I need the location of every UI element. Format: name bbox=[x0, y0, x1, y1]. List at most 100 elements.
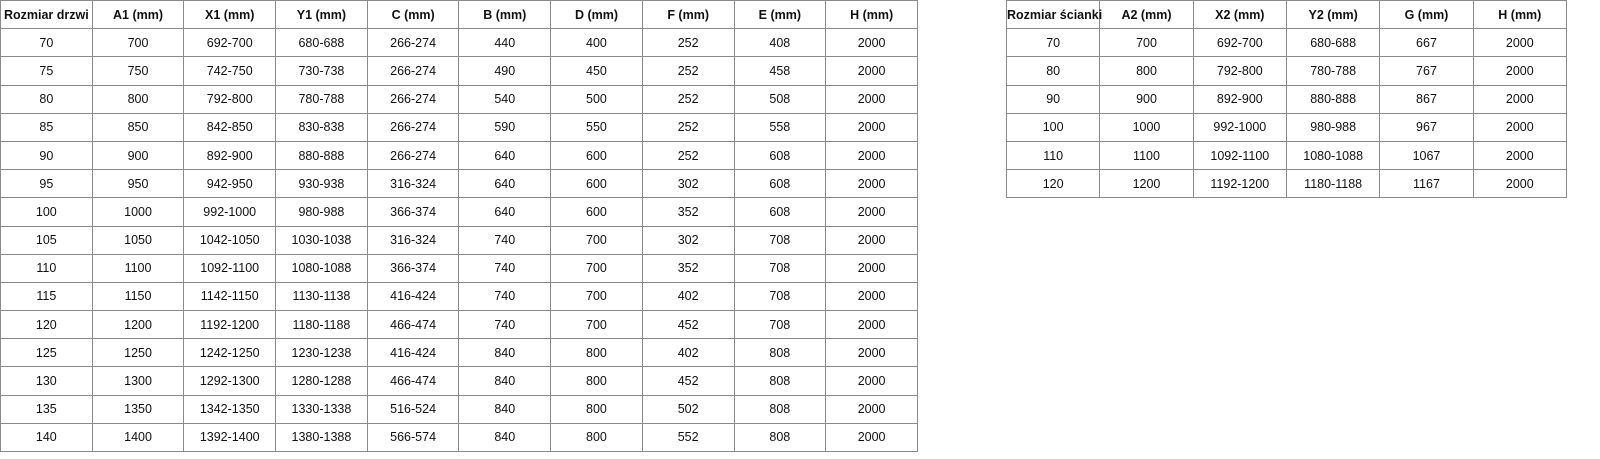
table-cell: 708 bbox=[733, 225, 827, 255]
table-cell: 640 bbox=[458, 169, 552, 199]
table-cell: 800 bbox=[550, 366, 643, 396]
table-cell: 450 bbox=[550, 56, 643, 86]
column-header: G (mm) bbox=[1379, 0, 1474, 30]
table-cell: 792-800 bbox=[183, 84, 277, 114]
table-cell: 1067 bbox=[1379, 140, 1474, 171]
table-cell: 900 bbox=[1099, 84, 1194, 114]
table-cell: 302 bbox=[641, 225, 735, 255]
table-cell: 110 bbox=[1005, 140, 1101, 171]
table-cell: 2000 bbox=[825, 253, 918, 283]
table-cell: 1167 bbox=[1379, 169, 1474, 199]
table-cell: 115 bbox=[0, 281, 93, 312]
table-cell: 740 bbox=[458, 310, 552, 340]
table-cell: 692-700 bbox=[1192, 28, 1287, 58]
table-cell: 490 bbox=[458, 56, 552, 86]
table-cell: 266-274 bbox=[366, 28, 460, 58]
table-cell: 708 bbox=[733, 310, 827, 340]
column-header: Y2 (mm) bbox=[1285, 0, 1381, 30]
table-cell: 780-788 bbox=[275, 84, 368, 114]
door-dimensions-table: Rozmiar drzwi A1 (mm) X1 (mm) Y1 (mm) C (mm)… bbox=[0, 0, 918, 453]
table-cell: 402 bbox=[641, 338, 735, 368]
table-cell: 2000 bbox=[825, 56, 918, 86]
table-row: 120 1200 1192-1200 1180-1188 466-474 740 700 45… bbox=[0, 310, 918, 340]
table-cell: 600 bbox=[550, 169, 643, 199]
table-row: 140 1400 1392-1400 1380-1388 566-574 840 800 55… bbox=[0, 422, 918, 453]
table-cell: 500 bbox=[550, 84, 643, 114]
table-cell: 135 bbox=[0, 394, 93, 424]
table-cell: 1242-1250 bbox=[183, 338, 277, 368]
table-row: 70 700 692-700 680-688 266-274 440 400 252 408 20… bbox=[0, 28, 918, 58]
table-cell: 1050 bbox=[91, 225, 185, 255]
table-cell: 808 bbox=[733, 422, 827, 453]
table-cell: 1230-1238 bbox=[275, 338, 368, 368]
table-row: 70 700 692-700 680-688 667 2000 bbox=[1005, 28, 1568, 58]
table-cell: 742-750 bbox=[183, 56, 277, 86]
table-cell: 1100 bbox=[91, 253, 185, 283]
table-cell: 1180-1188 bbox=[275, 310, 368, 340]
table-row: 100 1000 992-1000 980-988 366-374 640 600 352 60… bbox=[0, 197, 918, 227]
table-cell: 930-938 bbox=[275, 169, 368, 199]
table-cell: 700 bbox=[550, 281, 643, 312]
table-cell: 516-524 bbox=[366, 394, 460, 424]
table-cell: 840 bbox=[458, 422, 552, 453]
table-row: 80 800 792-800 780-788 767 2000 bbox=[1005, 56, 1568, 86]
table-cell: 740 bbox=[458, 225, 552, 255]
table-cell: 252 bbox=[641, 28, 735, 58]
table-cell: 130 bbox=[0, 366, 93, 396]
table-row: 125 1250 1242-1250 1230-1238 416-424 840 800 40… bbox=[0, 338, 918, 368]
table-row: 115 1150 1142-1150 1130-1138 416-424 740 700 40… bbox=[0, 281, 918, 312]
table-cell: 1192-1200 bbox=[183, 310, 277, 340]
table-row: 95 950 942-950 930-938 316-324 640 600 302 608 20… bbox=[0, 169, 918, 199]
table-cell: 2000 bbox=[825, 225, 918, 255]
table-cell: 900 bbox=[91, 140, 185, 171]
table-cell: 125 bbox=[0, 338, 93, 368]
table-cell: 992-1000 bbox=[1192, 112, 1287, 142]
header-row: Rozmiar drzwi A1 (mm) X1 (mm) Y1 (mm) C (mm)… bbox=[0, 0, 918, 30]
table-cell: 1100 bbox=[1099, 140, 1194, 171]
table-cell: 1380-1388 bbox=[275, 422, 368, 453]
column-header: H (mm) bbox=[1472, 0, 1568, 30]
table-cell: 2000 bbox=[825, 169, 918, 199]
table-cell: 252 bbox=[641, 56, 735, 86]
table-cell: 780-788 bbox=[1285, 56, 1381, 86]
table-cell: 316-324 bbox=[366, 169, 460, 199]
column-header: C (mm) bbox=[366, 0, 460, 30]
table-row: 75 750 742-750 730-738 266-274 490 450 252 458 20… bbox=[0, 56, 918, 86]
table-cell: 840 bbox=[458, 394, 552, 424]
table-row: 110 1100 1092-1100 1080-1088 366-374 740 700 35… bbox=[0, 253, 918, 283]
table-cell: 1192-1200 bbox=[1192, 169, 1287, 199]
table-cell: 2000 bbox=[825, 422, 918, 453]
table-cell: 800 bbox=[550, 338, 643, 368]
table-cell: 90 bbox=[1005, 84, 1101, 114]
table-cell: 708 bbox=[733, 281, 827, 312]
table-cell: 792-800 bbox=[1192, 56, 1287, 86]
table-cell: 1392-1400 bbox=[183, 422, 277, 453]
table-row: 100 1000 992-1000 980-988 967 2000 bbox=[1005, 112, 1568, 142]
table-cell: 1150 bbox=[91, 281, 185, 312]
table-cell: 850 bbox=[91, 112, 185, 142]
table-cell: 140 bbox=[0, 422, 93, 453]
table-cell: 266-274 bbox=[366, 56, 460, 86]
table-cell: 266-274 bbox=[366, 84, 460, 114]
table-cell: 458 bbox=[733, 56, 827, 86]
table-cell: 1130-1138 bbox=[275, 281, 368, 312]
table-cell: 75 bbox=[0, 56, 93, 86]
table-cell: 700 bbox=[550, 253, 643, 283]
table-cell: 840 bbox=[458, 366, 552, 396]
table-cell: 808 bbox=[733, 394, 827, 424]
table-cell: 540 bbox=[458, 84, 552, 114]
column-header: F (mm) bbox=[641, 0, 735, 30]
table-cell: 892-900 bbox=[1192, 84, 1287, 114]
table-cell: 880-888 bbox=[275, 140, 368, 171]
column-header: Rozmiar drzwi bbox=[0, 0, 93, 30]
table-cell: 680-688 bbox=[275, 28, 368, 58]
table-cell: 120 bbox=[0, 310, 93, 340]
table-cell: 402 bbox=[641, 281, 735, 312]
table-cell: 1292-1300 bbox=[183, 366, 277, 396]
table-cell: 2000 bbox=[825, 140, 918, 171]
table-cell: 80 bbox=[0, 84, 93, 114]
table-cell: 266-274 bbox=[366, 112, 460, 142]
table-cell: 992-1000 bbox=[183, 197, 277, 227]
table-cell: 967 bbox=[1379, 112, 1474, 142]
table-cell: 1300 bbox=[91, 366, 185, 396]
